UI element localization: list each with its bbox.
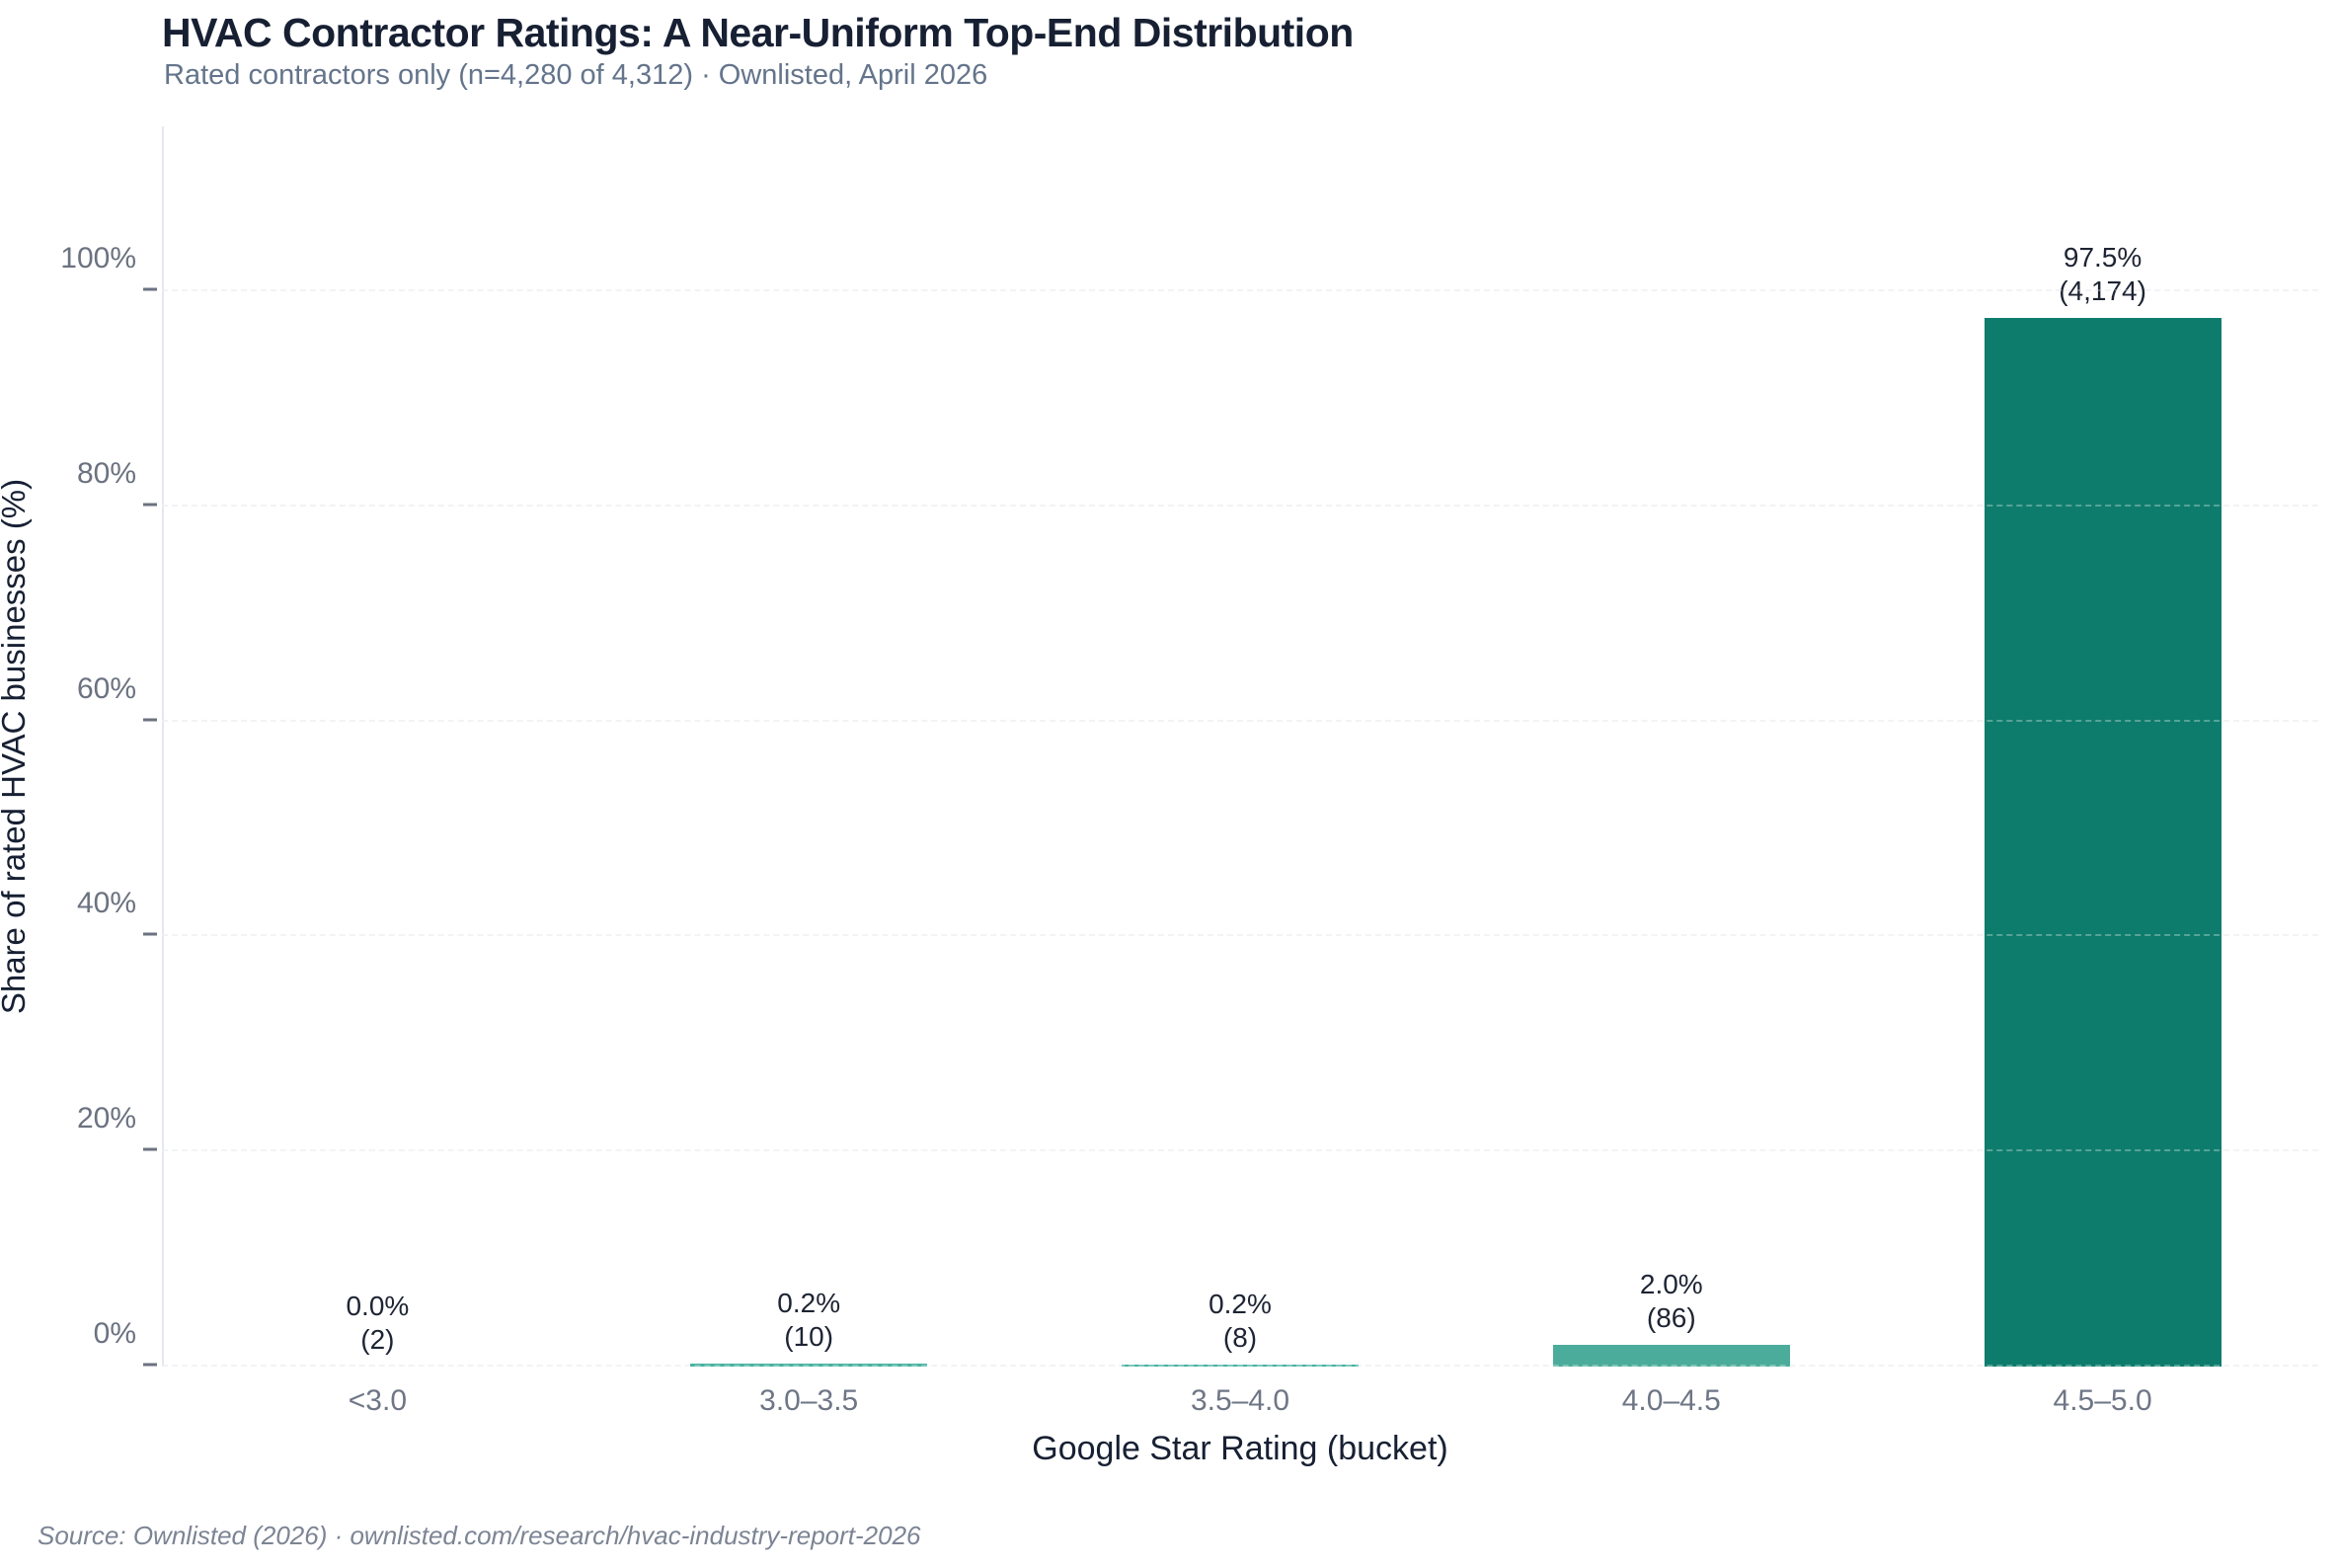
x-tick-label: <3.0 — [348, 1384, 408, 1417]
bar-count-label: (10) — [784, 1321, 834, 1353]
gridline-100% — [162, 289, 2318, 291]
bar-3.5–4.0 — [1121, 1364, 1359, 1367]
bar-count-label: (86) — [1646, 1302, 1696, 1334]
bar-4.5–5.0 — [1984, 317, 2221, 1367]
x-tick-label: 3.5–4.0 — [1190, 1384, 1290, 1417]
source-footer: Source: Ownlisted (2026) · ownlisted.com… — [38, 1521, 921, 1550]
plot-area: 0% 20% 40% 60% 80% 100% 0.0% (2) <3.0 0.2% (10) 3.0… — [60, 126, 2318, 1417]
y-axis-title: Share of rated HVAC businesses (%) — [0, 478, 32, 1015]
bar-pct-label: 0.0% — [346, 1291, 410, 1321]
y-tick-label: 80% — [76, 456, 136, 490]
y-tick-mark — [143, 503, 157, 507]
y-axis-line — [162, 126, 164, 1367]
bar-pct-label: 0.2% — [1208, 1288, 1272, 1319]
bar-slot-3.0–3.5: 0.2% (10) 3.0–3.5 — [593, 126, 1025, 1417]
bar-count-label: (4,174) — [2059, 274, 2146, 306]
chart-title: HVAC Contractor Ratings: A Near-Uniform … — [162, 10, 1354, 55]
bar-4.0–4.5 — [1552, 1345, 1790, 1367]
gridline-20% — [162, 1149, 2318, 1152]
bars-container: 0.0% (2) <3.0 0.2% (10) 3.0–3.5 0.2% (8) 3.5–4.0… — [162, 126, 2318, 1417]
x-tick-label: 3.0–3.5 — [759, 1384, 859, 1417]
y-tick-label: 0% — [93, 1317, 136, 1350]
x-tick-label: 4.0–4.5 — [1621, 1384, 1721, 1417]
y-tick-label: 60% — [76, 671, 136, 705]
bar-pct-label: 2.0% — [1639, 1269, 1703, 1300]
bar-pct-label: 0.2% — [777, 1288, 841, 1319]
y-tick-mark — [143, 287, 157, 291]
y-tick-mark — [143, 1147, 157, 1151]
bar-value-label: 2.0% (86) — [1640, 1268, 1703, 1335]
y-tick-mark — [143, 1363, 157, 1367]
gridline-40% — [162, 934, 2318, 937]
bar-count-label: (8) — [1222, 1321, 1258, 1353]
y-tick-label: 100% — [60, 242, 136, 274]
y-tick-label: 40% — [76, 887, 136, 920]
chart-subtitle: Rated contractors only (n=4,280 of 4,312… — [164, 59, 988, 91]
bar-slot-4.0–4.5: 2.0% (86) 4.0–4.5 — [1455, 126, 1887, 1417]
y-tick-label: 20% — [76, 1102, 136, 1136]
y-tick-mark — [143, 718, 157, 722]
gridline-60% — [162, 719, 2318, 722]
bar-value-label: 97.5% (4,174) — [2059, 241, 2146, 308]
x-tick-label: 4.5–5.0 — [2053, 1384, 2152, 1417]
y-tick-mark — [143, 932, 157, 936]
bar-slot-3.5–4.0: 0.2% (8) 3.5–4.0 — [1025, 126, 1456, 1417]
bar-slot-4.5–5.0: 97.5% (4,174) 4.5–5.0 — [1887, 126, 2318, 1417]
bar-value-label: 0.2% (8) — [1208, 1288, 1272, 1355]
gridline-80% — [162, 504, 2318, 507]
bar-count-label: (2) — [360, 1324, 395, 1355]
bar-slot-<3.0: 0.0% (2) <3.0 — [162, 126, 593, 1417]
bar-value-label: 0.0% (2) — [346, 1290, 409, 1357]
bar-pct-label: 97.5% — [2063, 241, 2143, 273]
x-axis-title: Google Star Rating (bucket) — [1032, 1430, 1448, 1467]
bar-value-label: 0.2% (10) — [777, 1287, 840, 1354]
bar-3.0–3.5 — [690, 1364, 928, 1367]
